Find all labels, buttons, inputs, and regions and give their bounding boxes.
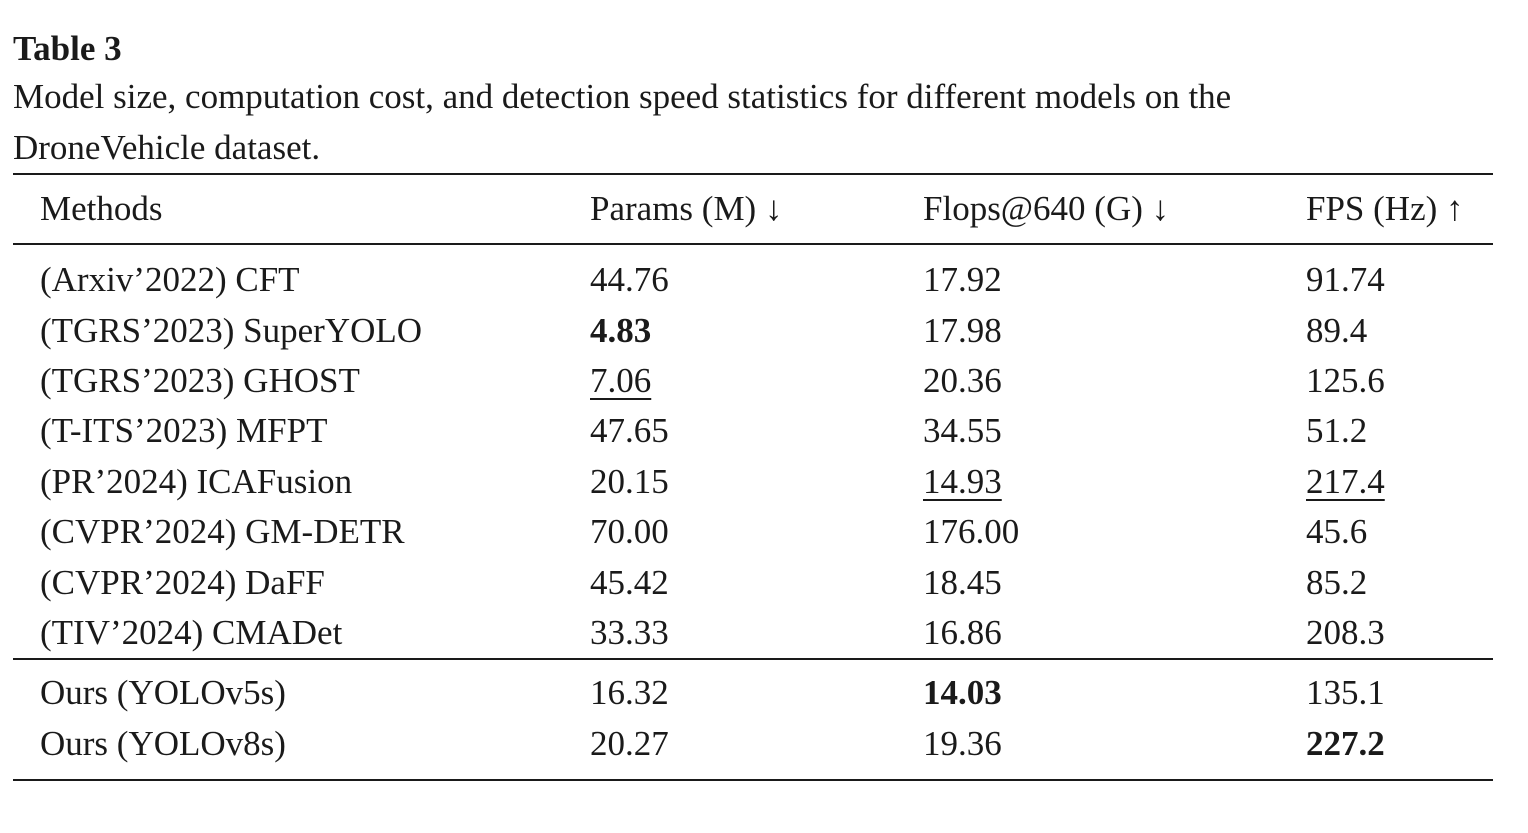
params-cell: 20.15 [590,461,669,501]
params-second-best: 7.06 [590,360,652,400]
method-cell: (CVPR’2024) GM-DETR [40,512,405,552]
method-cell: (Arxiv’2022) CFT [40,260,300,300]
table-row: (CVPR’2024) GM-DETR 70.00 176.00 45.6 [13,507,1493,557]
params-cell-best: 4.83 [590,310,652,350]
table-row: (PR’2024) ICAFusion 20.15 14.93 217.4 [13,457,1493,507]
flops-cell-best: 14.03 [923,673,1002,713]
table-row: (TIV’2024) CMADet 33.33 16.86 208.3 [13,608,1493,659]
params-cell: 47.65 [590,411,669,451]
params-cell: 44.76 [590,260,669,300]
table-container: Table 3 Model size, computation cost, an… [13,27,1493,781]
flops-cell: 18.45 [923,562,1002,602]
table-row-ours: Ours (YOLOv5s) 16.32 14.03 135.1 [13,659,1493,718]
params-cell: 45.42 [590,562,669,602]
fps-cell: 45.6 [1306,512,1368,552]
params-cell: 20.27 [590,723,669,763]
flops-cell: 14.93 [923,457,1306,507]
method-cell: Ours (YOLOv5s) [40,673,286,713]
table-row: (T-ITS’2023) MFPT 47.65 34.55 51.2 [13,406,1493,456]
params-cell: 16.32 [590,673,669,713]
method-cell: (TGRS’2023) GHOST [40,360,360,400]
method-cell: (PR’2024) ICAFusion [40,461,353,501]
header-flops: Flops@640 (G) ↓ [923,189,1170,228]
flops-cell: 34.55 [923,411,1002,451]
results-table: Methods Params (M) ↓ Flops@640 (G) ↓ FPS… [13,173,1493,781]
flops-cell: 19.36 [923,723,1002,763]
flops-cell: 17.92 [923,260,1002,300]
fps-cell: 125.6 [1306,360,1385,400]
method-cell: (CVPR’2024) DaFF [40,562,325,602]
flops-cell: 17.98 [923,310,1002,350]
flops-cell: 20.36 [923,360,1002,400]
table-row-ours: Ours (YOLOv8s) 20.27 19.36 227.2 [13,719,1493,780]
fps-cell: 85.2 [1306,562,1368,602]
table-label: Table 3 [13,29,122,68]
flops-cell: 176.00 [923,512,1020,552]
method-cell: (TIV’2024) CMADet [40,612,343,652]
table-row: (TGRS’2023) GHOST 7.06 20.36 125.6 [13,356,1493,406]
fps-cell-best: 227.2 [1306,723,1385,763]
header-methods: Methods [40,189,163,228]
caption-line-1: Model size, computation cost, and detect… [13,77,1232,116]
caption-line-2: DroneVehicle dataset. [13,128,321,167]
header-params: Params (M) ↓ [590,189,783,228]
header-fps: FPS (Hz) ↑ [1306,189,1464,228]
fps-cell: 89.4 [1306,310,1368,350]
method-cell: (TGRS’2023) SuperYOLO [40,310,423,350]
params-cell: 7.06 [590,356,923,406]
method-cell: (T-ITS’2023) MFPT [40,411,328,451]
fps-cell: 135.1 [1306,673,1385,713]
flops-cell: 16.86 [923,612,1002,652]
fps-second-best: 217.4 [1306,461,1385,501]
flops-second-best: 14.93 [923,461,1002,501]
table-row: (TGRS’2023) SuperYOLO 4.83 17.98 89.4 [13,305,1493,355]
method-cell: Ours (YOLOv8s) [40,723,286,763]
fps-cell: 217.4 [1306,457,1493,507]
header-row: Methods Params (M) ↓ Flops@640 (G) ↓ FPS… [13,174,1493,244]
params-cell: 33.33 [590,612,669,652]
fps-cell: 51.2 [1306,411,1368,451]
table-row: (CVPR’2024) DaFF 45.42 18.45 85.2 [13,557,1493,607]
fps-cell: 91.74 [1306,260,1385,300]
params-cell: 70.00 [590,512,669,552]
table-row: (Arxiv’2022) CFT 44.76 17.92 91.74 [13,244,1493,305]
table-caption: Model size, computation cost, and detect… [13,71,1493,173]
fps-cell: 208.3 [1306,612,1385,652]
